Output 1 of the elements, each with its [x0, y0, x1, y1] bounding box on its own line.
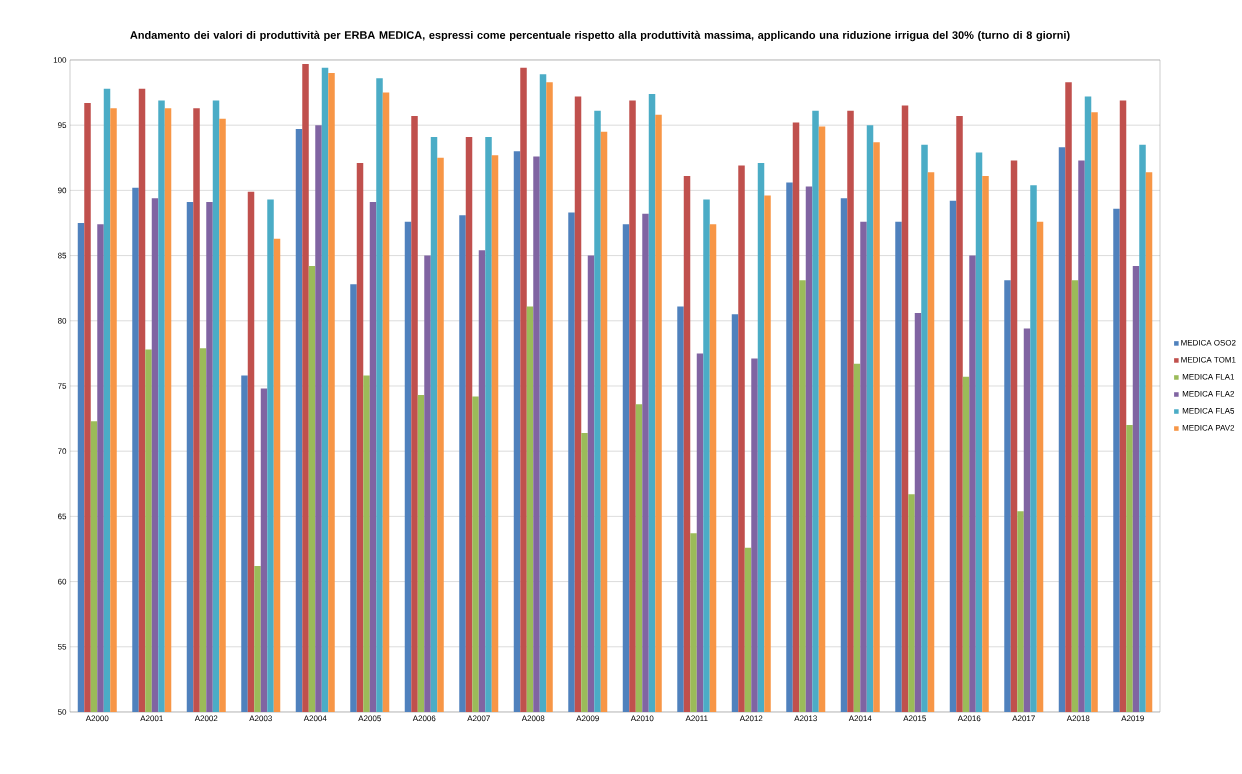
chart-title: Andamento dei valori di produttività per ERBA MEDICA, espressi come percentuale rispetto alla produttività massima, applicando una riduzione irrigua del 30% (turno di 8 giorni) [130, 30, 1070, 42]
